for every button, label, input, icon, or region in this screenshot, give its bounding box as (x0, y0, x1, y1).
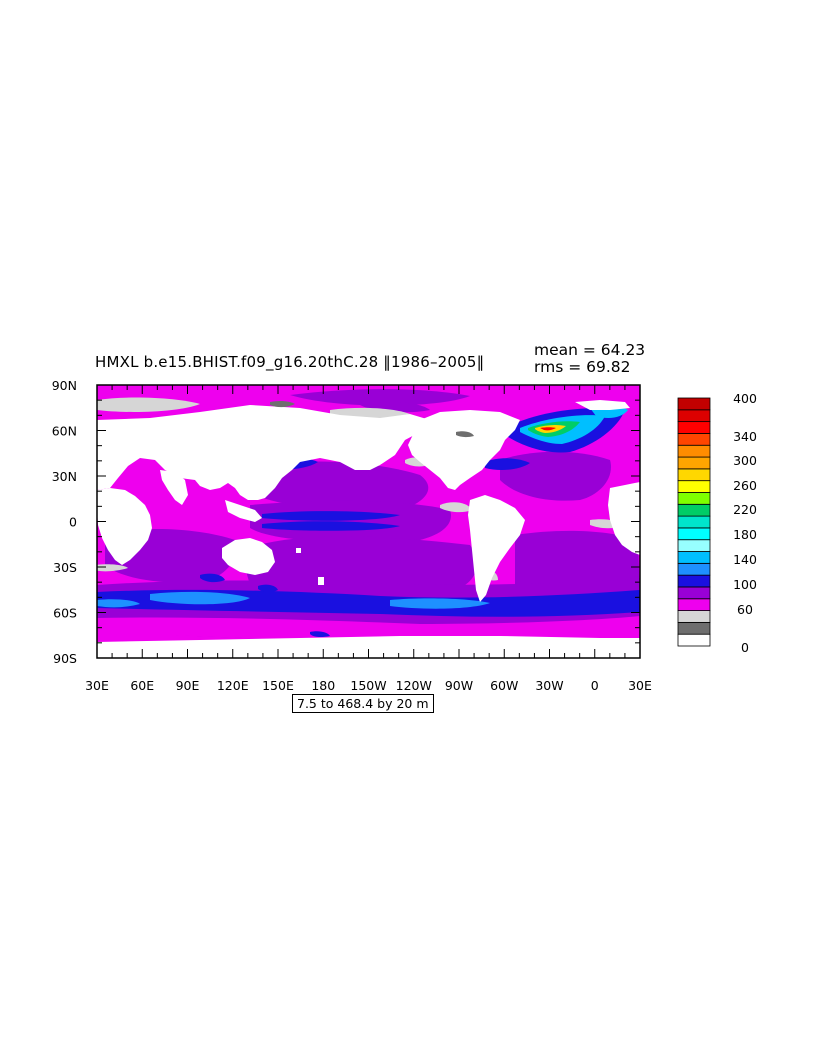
lon-tick-label: 30E (85, 678, 109, 693)
africa-west-land (608, 482, 640, 555)
lat-tick-label: 0 (69, 515, 77, 530)
colorbar-label: 300 (733, 453, 757, 468)
lon-tick-label: 120E (217, 678, 249, 693)
axis-ticks (96, 384, 641, 659)
lat-tick-label: 60S (53, 606, 77, 621)
southern-ocean-deep-patch (97, 599, 140, 608)
colorbar-swatch (677, 598, 711, 611)
longitude-labels: 30E 60E 90E 120E 150E 180 150W 120W 90W 60W 30W 0 30… (85, 678, 652, 693)
latitude-labels: 90N 60N 30N 0 30S 60S 90S (52, 378, 77, 666)
ross-sea-blue (310, 631, 330, 638)
colorbar-swatch (677, 574, 711, 588)
north-america-land (408, 410, 520, 490)
dark-gray-patch (456, 431, 474, 438)
lon-tick-label: 60W (490, 678, 518, 693)
arctic-violet-patch (290, 389, 470, 406)
lat-tick-label: 60N (52, 424, 77, 439)
lon-tick-label: 120W (396, 678, 432, 693)
colorbar-swatch (677, 515, 711, 529)
colorbar-swatch (677, 527, 711, 541)
colorbar-swatch (677, 633, 711, 647)
convection-red (540, 427, 556, 431)
tasman-blue (200, 573, 225, 583)
island-land (318, 577, 324, 585)
ocean-field (97, 385, 640, 658)
equatorial-jet-blue (262, 521, 400, 531)
lon-tick-label: 60E (130, 678, 154, 693)
colorbar-label: 340 (733, 429, 757, 444)
lon-tick-label: 150W (350, 678, 386, 693)
colorbar-swatch (677, 480, 711, 493)
colorbar-swatch (677, 444, 711, 458)
lon-tick-label: 90E (176, 678, 200, 693)
plot-title: HMXL b.e15.BHIST.f09_g16.20thC.28 ‖1986–… (95, 353, 485, 371)
equatorial-pacific-violet (250, 500, 451, 542)
south-america-land (468, 495, 525, 602)
colorbar-swatch (677, 433, 711, 446)
colorbar-label: 220 (733, 502, 757, 517)
colorbar-swatch (677, 397, 711, 411)
lon-tick-label: 30E (628, 678, 652, 693)
colorbar-swatch (677, 421, 711, 434)
colorbar-swatch (677, 551, 711, 564)
north-pacific-violet (245, 461, 429, 511)
lat-tick-label: 90N (52, 378, 77, 393)
lon-tick-label: 90W (445, 678, 473, 693)
colorbar-swatch (677, 492, 711, 505)
colorbar (677, 397, 711, 647)
lon-tick-label: 30W (535, 678, 563, 693)
colorbar-swatch (677, 621, 711, 635)
southern-ocean-deep-patch (150, 591, 250, 605)
lat-tick-label: 90S (53, 651, 77, 666)
colorbar-swatch (677, 610, 711, 623)
colorbar-swatch (677, 586, 711, 600)
colorbar-labels: 400 340 300 260 220 180 140 100 60 0 (733, 391, 757, 655)
gulf-stream-blue (485, 458, 530, 471)
antarctic-coast-magenta (97, 616, 640, 641)
greenland-land (575, 400, 630, 410)
equatorial-jet-blue (262, 511, 400, 521)
colorbar-swatch (677, 503, 711, 517)
colorbar-swatch (677, 539, 711, 552)
lat-tick-label: 30S (53, 560, 77, 575)
contour-range-box: 7.5 to 468.4 by 20 m (292, 694, 434, 713)
sea-ice (440, 502, 472, 513)
maritime-continent-land (225, 500, 262, 522)
colorbar-label: 0 (741, 640, 749, 655)
tasman-blue (258, 584, 278, 593)
colorbar-label: 100 (733, 577, 757, 592)
sea-ice (97, 397, 200, 412)
mean-stat: mean = 64.23 (534, 341, 646, 359)
colorbar-swatch (677, 456, 711, 470)
colorbar-swatch (677, 409, 711, 423)
sea-ice (97, 564, 128, 572)
india-land (160, 470, 188, 505)
lat-tick-label: 30N (52, 469, 77, 484)
rms-stat: rms = 69.82 (534, 358, 631, 376)
colorbar-label: 260 (733, 478, 757, 493)
lon-tick-label: 180 (311, 678, 335, 693)
colorbar-swatch (677, 468, 711, 482)
colorbar-swatch (677, 562, 711, 576)
dark-gray-patch (270, 400, 295, 408)
colorbar-label: 60 (737, 602, 753, 617)
colorbar-label: 140 (733, 552, 757, 567)
lon-tick-label: 0 (591, 678, 599, 693)
lon-tick-label: 150E (262, 678, 294, 693)
southern-ocean-deep-patch (390, 598, 490, 609)
tasman-blue (292, 597, 310, 604)
africa-land (97, 488, 152, 565)
colorbar-label: 180 (733, 527, 757, 542)
australia-land (222, 538, 275, 575)
colorbar-label: 400 (733, 391, 757, 406)
island-land (296, 548, 301, 553)
